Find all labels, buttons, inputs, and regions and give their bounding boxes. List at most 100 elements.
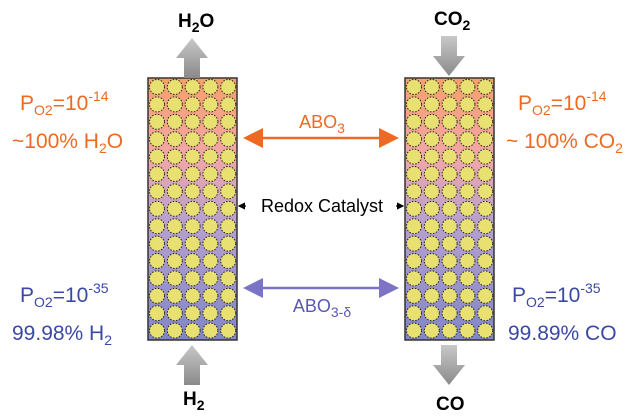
label-sub: 2 [192, 19, 200, 35]
particle [166, 166, 183, 182]
catalyst-particles [149, 79, 494, 339]
particle [477, 218, 494, 235]
particle [184, 253, 201, 269]
particle [220, 166, 237, 182]
particle [459, 79, 476, 95]
label-part: =10 [551, 92, 587, 115]
particle [423, 200, 440, 217]
particle [459, 200, 476, 217]
label-part: P [20, 92, 34, 115]
particle [166, 235, 183, 252]
particle [459, 166, 476, 182]
label-part: P [512, 284, 526, 307]
particle [220, 148, 237, 165]
particle [202, 218, 219, 235]
particle [441, 79, 458, 95]
particle [441, 183, 458, 200]
label-part: ~ 100% CO [506, 130, 615, 153]
particle [477, 148, 494, 165]
composition-label: 99.89% CO [508, 322, 617, 345]
particle [184, 131, 201, 148]
particle [149, 305, 165, 322]
label-part: P [518, 92, 532, 115]
label-part: 99.98% H [12, 322, 104, 345]
particle [220, 96, 237, 113]
particle [149, 183, 165, 200]
particle [149, 79, 165, 95]
label-part: =10 [53, 92, 89, 115]
particle [149, 131, 165, 148]
particle [184, 96, 201, 113]
particle [220, 218, 237, 235]
particle [166, 218, 183, 235]
particle [477, 200, 494, 217]
flow-arrow [433, 36, 465, 76]
particle [406, 166, 422, 182]
flow-arrow [433, 345, 465, 385]
particle [202, 166, 219, 182]
particle [202, 235, 219, 252]
particle [423, 96, 440, 113]
particle [477, 96, 494, 113]
particle [166, 270, 183, 287]
label-part: CO [434, 9, 463, 30]
particle [220, 131, 237, 148]
particle [441, 322, 458, 339]
particle [184, 270, 201, 287]
particle [477, 113, 494, 130]
particle [477, 305, 494, 322]
particle [149, 200, 165, 217]
particle [202, 148, 219, 165]
pressure-label: PO2=10-14 [20, 88, 109, 118]
composition-label: 99.98% H2 [12, 322, 112, 348]
particle [220, 79, 237, 95]
particle [406, 131, 422, 148]
particle [202, 200, 219, 217]
particle [477, 270, 494, 287]
particle [202, 183, 219, 200]
label-part: P [20, 284, 34, 307]
particle [406, 218, 422, 235]
composition-label: ~ 100% CO2 [506, 130, 623, 156]
particle [477, 166, 494, 182]
particle [166, 183, 183, 200]
particle [220, 200, 237, 217]
particle [149, 235, 165, 252]
particle [406, 270, 422, 287]
particle [441, 253, 458, 269]
pressure-label: PO2=10-14 [518, 88, 607, 118]
particle [406, 200, 422, 217]
particle [220, 113, 237, 130]
particle [220, 287, 237, 304]
particle [149, 96, 165, 113]
particle [441, 113, 458, 130]
particle [220, 183, 237, 200]
particle [423, 218, 440, 235]
particle [166, 131, 183, 148]
particle [202, 79, 219, 95]
particle [166, 322, 183, 339]
particle [423, 183, 440, 200]
particle [220, 253, 237, 269]
particle [220, 235, 237, 252]
particle [459, 287, 476, 304]
label-part: O [200, 11, 215, 32]
particle [406, 79, 422, 95]
label-part: =10 [53, 284, 89, 307]
particle [166, 287, 183, 304]
particle [423, 131, 440, 148]
label-sub: 2 [463, 17, 471, 33]
oxidized-label: ABO3 [299, 112, 345, 136]
particle [166, 305, 183, 322]
label-sub: O2 [526, 294, 545, 310]
particle [220, 322, 237, 339]
particle [459, 148, 476, 165]
label-sub: 2 [615, 140, 623, 156]
particle [459, 322, 476, 339]
particle [406, 322, 422, 339]
output-label: CO [436, 394, 465, 415]
flow-arrow [176, 345, 208, 385]
particle [441, 287, 458, 304]
reduced-label: ABO3-δ [293, 296, 351, 320]
